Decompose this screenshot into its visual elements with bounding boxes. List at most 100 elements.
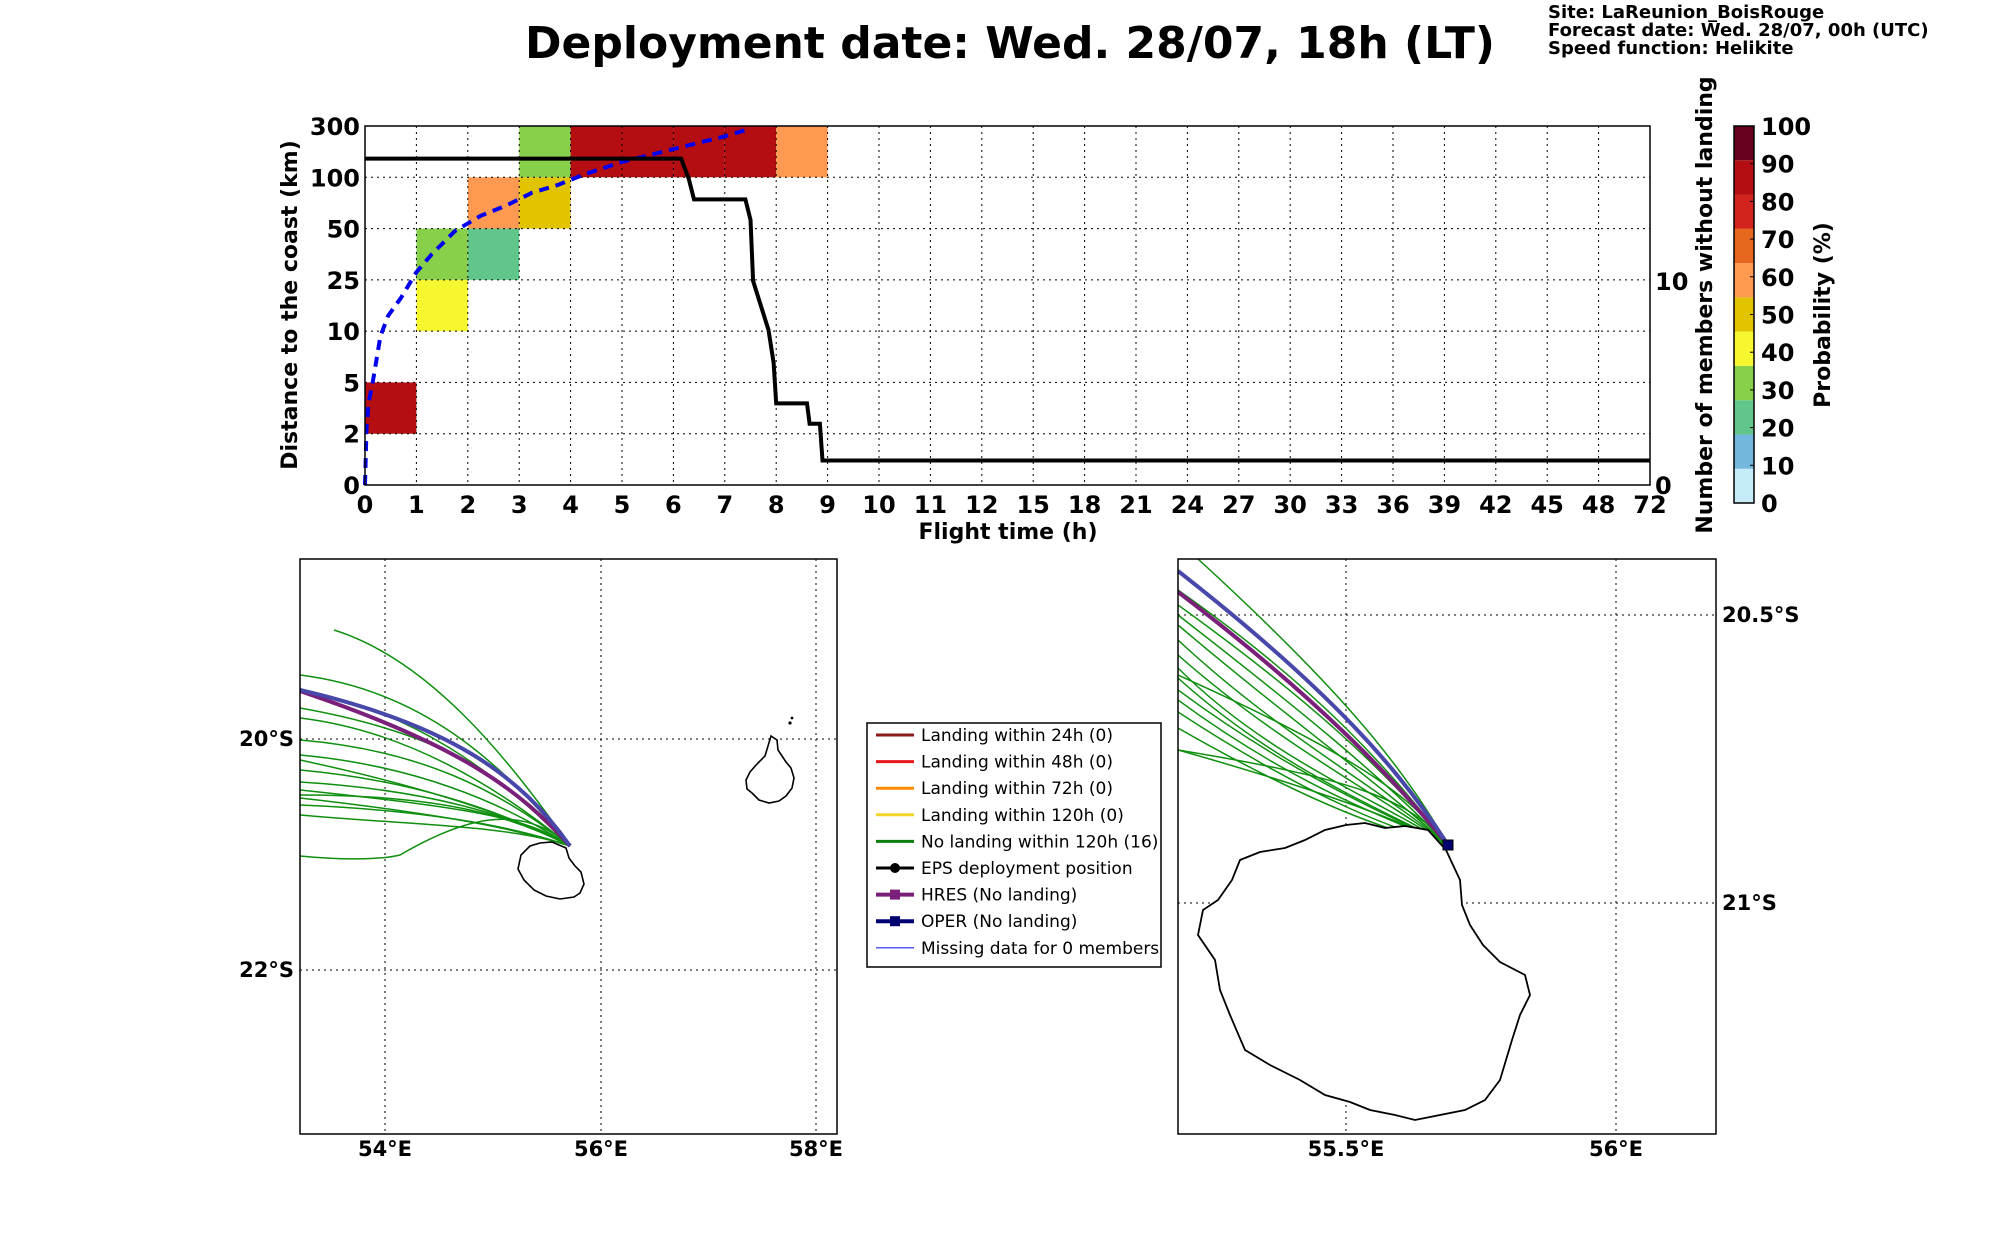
- ensemble-trajectory: [300, 754, 571, 847]
- ensemble-trajectory: [1197, 559, 1449, 846]
- ensemble-trajectory: [300, 759, 571, 847]
- heatmap-cell: [673, 126, 725, 178]
- ensemble-trajectory: [300, 717, 571, 847]
- legend-entry: Landing within 48h (0): [876, 753, 1113, 773]
- heatmap-cell: [365, 382, 417, 434]
- heatmap-cell: [776, 126, 828, 178]
- y-tick-label: 2: [343, 421, 360, 449]
- colorbar-segment: [1734, 160, 1754, 195]
- right-map-oper-trajectory: [1178, 569, 1450, 847]
- right-map-lon-tick: 55.5°E: [1308, 1137, 1385, 1161]
- colorbar-tick-label: 0: [1761, 490, 1778, 518]
- heatmap-cell: [622, 126, 674, 178]
- ensemble-trajectory: [300, 797, 571, 847]
- ensemble-trajectory: [300, 789, 571, 847]
- probability-heatmap-chart: 0 1 2 3 4 5 6 7 8 9 10 11 12 15 18 21 24 27 30 33 36 39 42 45 48…: [278, 76, 1718, 545]
- right-map-hres-trajectory: [1178, 590, 1450, 847]
- legend-label: No landing within 120h (16): [921, 832, 1158, 852]
- legend-marker-square: [890, 916, 900, 927]
- colorbar-segment: [1734, 126, 1754, 161]
- y2-tick-label: 10: [1655, 268, 1688, 296]
- x-tick-label: 3: [511, 491, 528, 519]
- y-tick-label: 0: [343, 472, 360, 500]
- x-tick-label: 1: [408, 491, 425, 519]
- small-island-dot: [788, 721, 792, 725]
- heatmap-cell: [467, 228, 520, 280]
- x-tick-label: 0: [357, 491, 374, 519]
- legend-items: Landing within 24h (0) Landing within 48h…: [876, 726, 1159, 959]
- colorbar-tick-label: 10: [1761, 452, 1794, 480]
- legend-entry: OPER (No landing): [876, 912, 1077, 932]
- x-tick-label: 8: [768, 491, 785, 519]
- x-tick-label: 4: [562, 491, 579, 519]
- x-tick-label: 18: [1068, 491, 1101, 519]
- colorbar-tick-label: 80: [1761, 188, 1794, 216]
- ensemble-trajectory: [1178, 674, 1449, 846]
- colorbar-tick-label: 20: [1761, 415, 1794, 443]
- x-tick-label: 45: [1530, 491, 1563, 519]
- legend-label: HRES (No landing): [921, 886, 1077, 906]
- heatmap-cell: [416, 279, 468, 332]
- x-tick-label: 36: [1376, 491, 1409, 519]
- y2-tick-labels: 0 10: [1655, 268, 1688, 500]
- legend-marker-circle: [890, 863, 900, 873]
- legend-entry: Missing data for 0 members: [876, 939, 1159, 959]
- colorbar-segment: [1734, 331, 1754, 366]
- colorbar-segment: [1734, 468, 1754, 503]
- colorbar-segment: [1734, 297, 1754, 332]
- colorbar-tick-label: 60: [1761, 264, 1794, 292]
- y-tick-label: 10: [327, 318, 360, 346]
- left-trajectory-map: 54°E 56°E 58°E 20°S 22°S: [239, 558, 843, 1161]
- colorbar-segment: [1734, 434, 1754, 469]
- left-map-frame: [299, 558, 838, 1135]
- legend-entry: HRES (No landing): [876, 886, 1077, 906]
- heatmap-cells: [365, 126, 828, 434]
- legend-label: Landing within 120h (0): [921, 806, 1124, 826]
- colorbar-segment: [1734, 263, 1754, 298]
- y2-tick-label: 0: [1655, 472, 1672, 500]
- x-tick-labels: 0 1 2 3 4 5 6 7 8 9 10 11 12 15 18 21 24 27 30 33 36 39 42 45 48…: [357, 491, 1667, 519]
- colorbar-segment: [1734, 194, 1754, 229]
- legend-entry: No landing within 120h (16): [876, 832, 1158, 852]
- x-tick-label: 21: [1119, 491, 1152, 519]
- ensemble-trajectory: [1178, 654, 1449, 846]
- legend-label: Landing within 24h (0): [921, 726, 1113, 746]
- colorbar-segments: [1734, 126, 1754, 503]
- x-tick-label: 2: [459, 491, 476, 519]
- colorbar-tick-label: 70: [1761, 226, 1794, 254]
- mean-distance-curve: [363, 126, 752, 486]
- legend-label: Missing data for 0 members: [921, 939, 1159, 959]
- right-trajectory-map: 55.5°E 56°E 20.5°S 21°S: [1177, 558, 1799, 1161]
- ensemble-trajectory: [1178, 639, 1449, 846]
- reunion-island-outline: [517, 841, 585, 900]
- left-map-lat-tick: 22°S: [239, 958, 294, 982]
- colorbar-segment: [1734, 400, 1754, 435]
- colorbar-segment: [1734, 228, 1754, 264]
- left-map-lon-tick: 56°E: [574, 1137, 628, 1161]
- x-tick-label: 6: [665, 491, 682, 519]
- ensemble-trajectory: [1178, 604, 1449, 846]
- x-tick-label: 12: [965, 491, 998, 519]
- colorbar-tick-label: 100: [1761, 113, 1811, 141]
- legend-label: Landing within 72h (0): [921, 779, 1113, 799]
- colorbar-segment: [1734, 365, 1754, 401]
- ensemble-trajectory: [1178, 589, 1449, 846]
- legend-entry: Landing within 120h (0): [876, 806, 1124, 826]
- right-map-lat-tick: 20.5°S: [1722, 603, 1799, 627]
- speed-function-label: Speed function: Helikite: [1548, 38, 1794, 59]
- x-tick-label: 27: [1222, 491, 1255, 519]
- ensemble-trajectory: [1178, 667, 1449, 846]
- legend-label: OPER (No landing): [921, 912, 1077, 932]
- right-map-lon-tick: 56°E: [1589, 1137, 1643, 1161]
- y-tick-label: 100: [310, 164, 360, 192]
- deployment-position-marker: [1442, 839, 1454, 851]
- left-map-oper-trajectory: [300, 688, 572, 848]
- left-map-lon-tick: 54°E: [358, 1137, 412, 1161]
- members-without-landing-line: [365, 156, 1650, 463]
- x-tick-label: 15: [1016, 491, 1049, 519]
- colorbar-label: Probability (%): [1811, 222, 1836, 408]
- ensemble-trajectory: [333, 629, 571, 847]
- small-island-dot: [790, 716, 794, 720]
- probability-colorbar: 0 10 20 30 40 50 60 70 80 90 100 Probability (%): [1733, 113, 1836, 518]
